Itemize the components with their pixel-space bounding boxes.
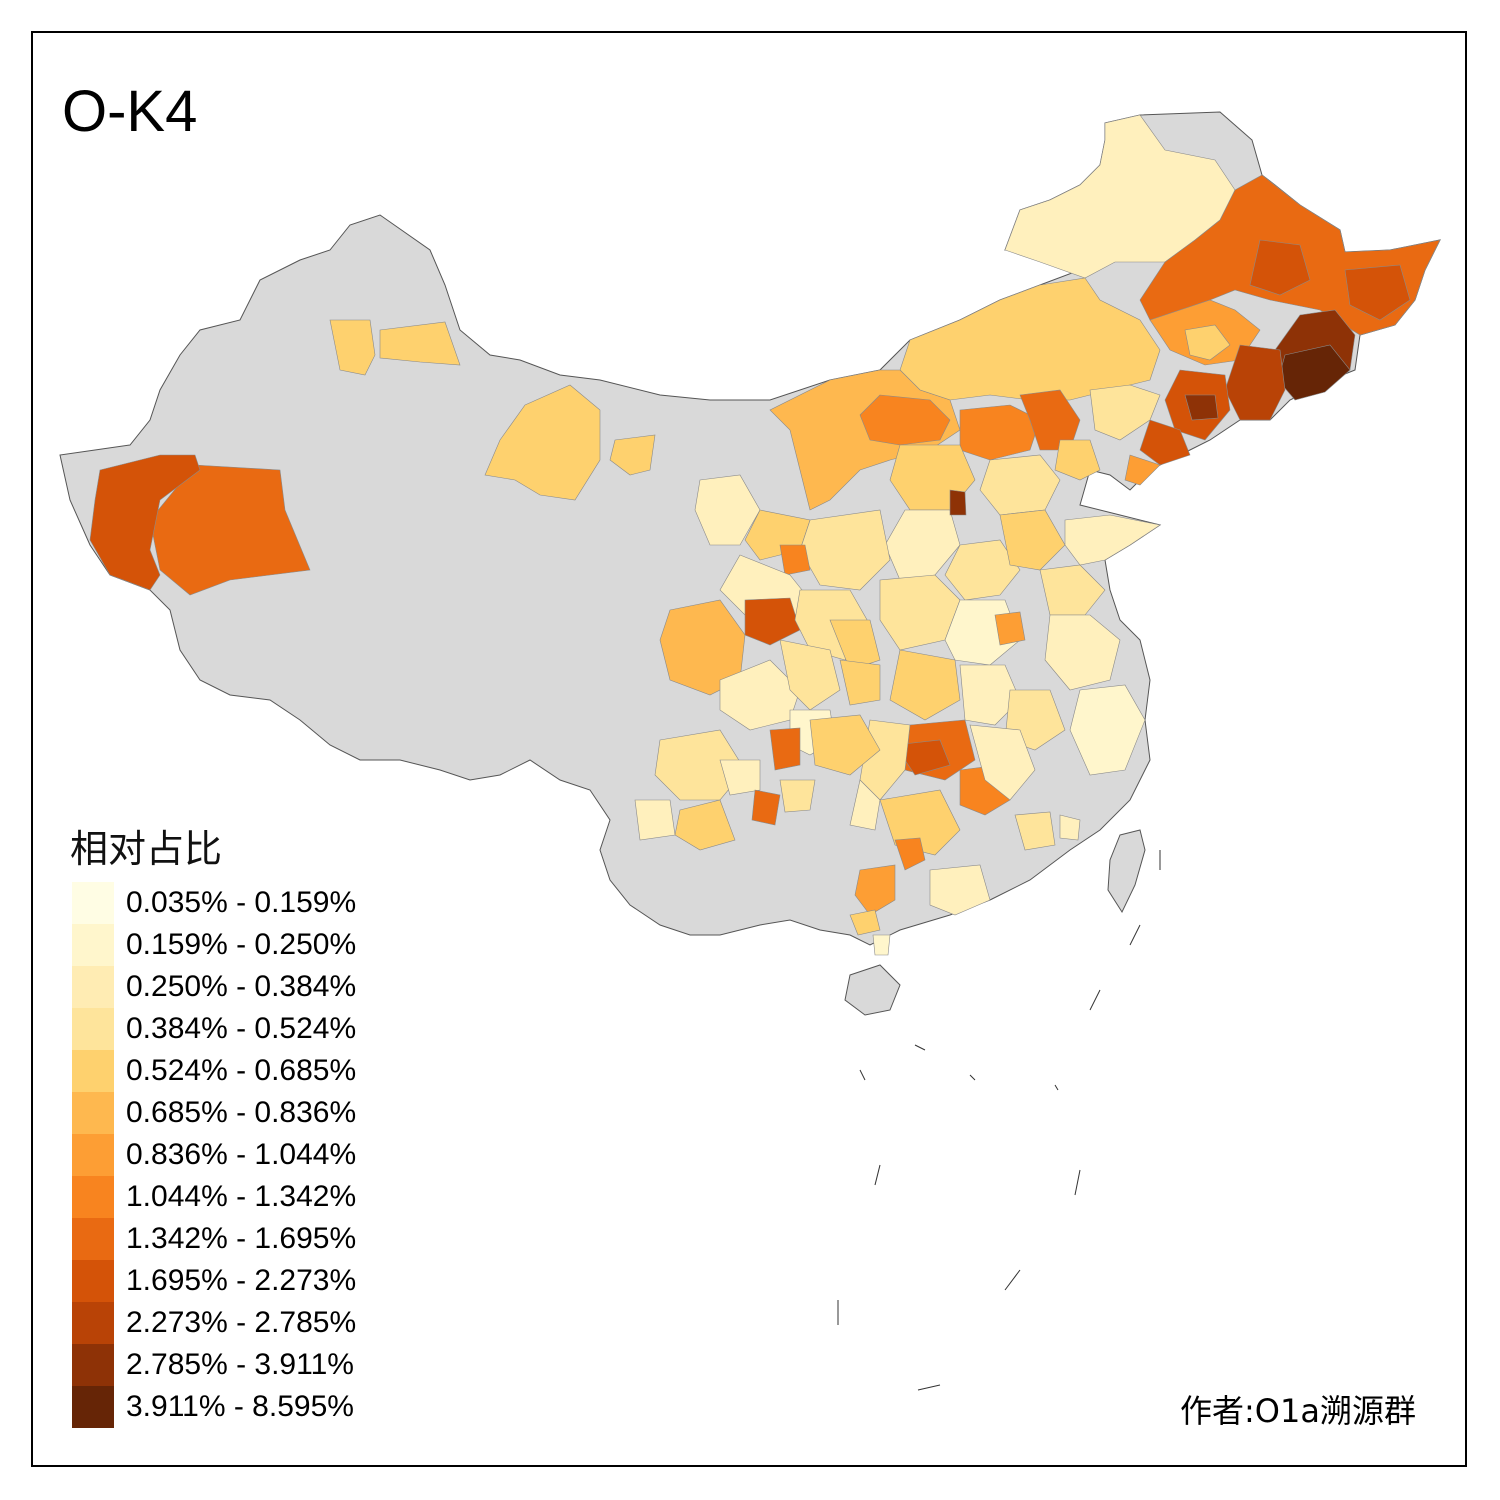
legend-swatch	[72, 1050, 114, 1092]
map-legend: 0.035% - 0.159% 0.159% - 0.250% 0.250% -…	[72, 882, 432, 1428]
legend-swatch	[72, 882, 114, 924]
legend-item: 0.836% - 1.044%	[72, 1134, 432, 1176]
map-title: O-K4	[62, 79, 198, 144]
legend-label: 0.250% - 0.384%	[126, 970, 357, 1003]
legend-item: 0.035% - 0.159%	[72, 882, 432, 924]
legend-item: 0.384% - 0.524%	[72, 1008, 432, 1050]
taiwan-island	[1107, 829, 1146, 914]
legend-item: 3.911% - 8.595%	[72, 1386, 432, 1428]
legend-item: 1.342% - 1.695%	[72, 1218, 432, 1260]
legend-label: 2.273% - 2.785%	[126, 1306, 357, 1339]
legend-label: 0.384% - 0.524%	[126, 1012, 357, 1045]
legend-label: 0.524% - 0.685%	[126, 1054, 357, 1087]
legend-swatch	[72, 1344, 114, 1386]
map-frame	[31, 31, 1467, 1467]
legend-item: 0.524% - 0.685%	[72, 1050, 432, 1092]
legend-swatch	[72, 1386, 114, 1428]
legend-label: 0.035% - 0.159%	[126, 886, 357, 919]
legend-swatch	[72, 1260, 114, 1302]
legend-item: 0.685% - 0.836%	[72, 1092, 432, 1134]
legend-swatch	[72, 1008, 114, 1050]
legend-item: 0.250% - 0.384%	[72, 966, 432, 1008]
legend-swatch	[72, 924, 114, 966]
legend-item: 2.785% - 3.911%	[72, 1344, 432, 1386]
legend-label: 0.159% - 0.250%	[126, 928, 357, 961]
legend-swatch	[72, 1302, 114, 1344]
legend-swatch	[72, 1218, 114, 1260]
legend-label: 0.685% - 0.836%	[126, 1096, 357, 1129]
legend-swatch	[72, 1176, 114, 1218]
hainan-island	[844, 964, 901, 1016]
legend-swatch	[72, 966, 114, 1008]
legend-item: 0.159% - 0.250%	[72, 924, 432, 966]
legend-item: 1.044% - 1.342%	[72, 1176, 432, 1218]
legend-label: 2.785% - 3.911%	[126, 1348, 354, 1381]
legend-label: 1.044% - 1.342%	[126, 1180, 357, 1213]
legend-swatch	[72, 1092, 114, 1134]
legend-title: 相对占比	[70, 827, 223, 871]
legend-label: 3.911% - 8.595%	[126, 1390, 354, 1423]
legend-label: 1.342% - 1.695%	[126, 1222, 357, 1255]
legend-label: 0.836% - 1.044%	[126, 1138, 357, 1171]
legend-label: 1.695% - 2.273%	[126, 1264, 357, 1297]
legend-swatch	[72, 1134, 114, 1176]
legend-item: 1.695% - 2.273%	[72, 1260, 432, 1302]
legend-item: 2.273% - 2.785%	[72, 1302, 432, 1344]
author-credit: 作者:O1a溯源群	[1180, 1392, 1416, 1430]
